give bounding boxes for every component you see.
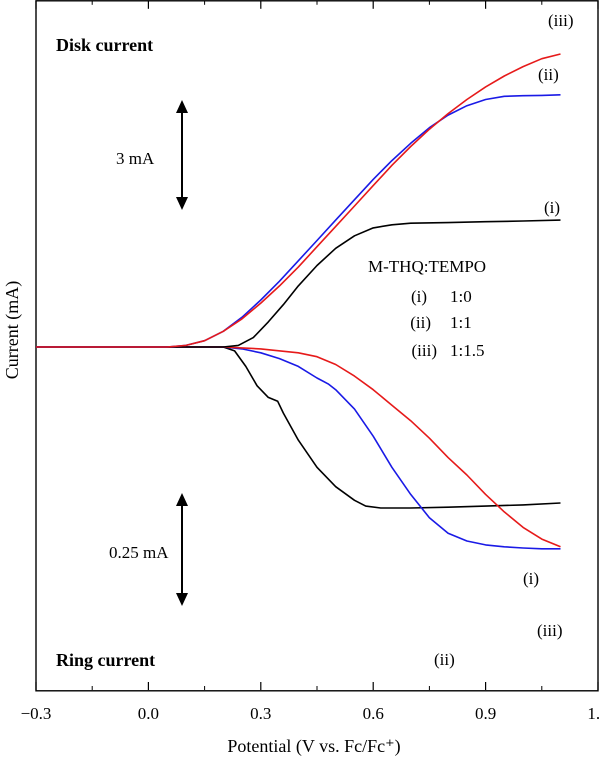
legend-id: (i): [411, 287, 427, 306]
legend-id: (iii): [412, 341, 438, 360]
ring-curve-iii: [36, 346, 561, 548]
disk-curve-i: [36, 219, 561, 348]
curve-tag-ring-iii: (iii): [537, 621, 563, 640]
plot-frame: [35, 0, 599, 692]
disk-current-label: Disk current: [56, 35, 153, 55]
curve-tag-disk-ii: (ii): [538, 65, 559, 84]
ring-current-label: Ring current: [56, 650, 155, 670]
x-tick-label: −0.3: [21, 704, 52, 723]
x-tick-label: 0.3: [250, 704, 271, 723]
x-tick-label: 0.9: [475, 704, 496, 723]
x-tick-label: 0.6: [363, 704, 384, 723]
disk-scale-bar: [176, 100, 188, 210]
legend-ratio: 1:0: [450, 287, 472, 306]
curves: [36, 53, 561, 550]
ring-curve-ii: [36, 346, 561, 550]
y-axis-title: Current (mA): [2, 281, 23, 379]
x-ticks: [35, 0, 599, 690]
legend-ratio: 1:1: [450, 313, 472, 332]
disk-curve-iii: [36, 53, 561, 348]
disk-curve-ii: [36, 94, 561, 348]
x-axis-title: Potential (V vs. Fc/Fc⁺): [227, 736, 400, 757]
disk-scale-label: 3 mA: [116, 149, 155, 168]
legend-id: (ii): [410, 313, 431, 332]
ring-scale-bar: [176, 493, 188, 606]
ring-scale-label: 0.25 mA: [109, 543, 169, 562]
curve-tag-disk-iii: (iii): [548, 11, 574, 30]
x-tick-label: 0.0: [138, 704, 159, 723]
ring-curve-i: [36, 346, 561, 509]
x-tick-label: 1.2: [587, 704, 600, 723]
curve-tag-ring-i: (i): [523, 569, 539, 588]
legend-title: M-THQ:TEMPO: [368, 257, 486, 276]
curve-tag-ring-ii: (ii): [434, 650, 455, 669]
legend-ratio: 1:1.5: [450, 341, 484, 360]
x-tick-labels: −0.3 0.0 0.3 0.6 0.9 1.2: [21, 704, 600, 723]
curve-tag-disk-i: (i): [544, 198, 560, 217]
